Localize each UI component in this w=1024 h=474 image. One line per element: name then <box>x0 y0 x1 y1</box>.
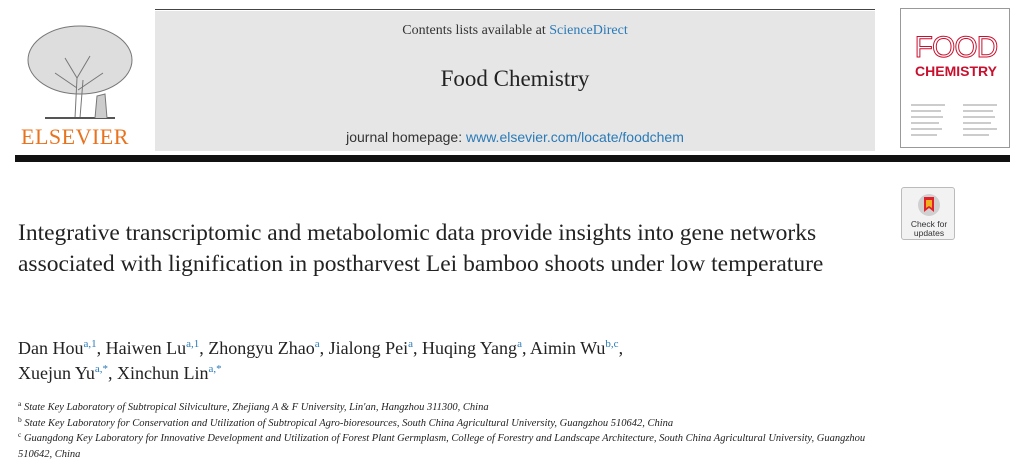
journal-title: Food Chemistry <box>440 66 590 91</box>
author-name: Aimin Wu <box>529 338 606 358</box>
affiliation-label: b <box>18 414 22 424</box>
affiliation: c Guangdong Key Laboratory for Innovativ… <box>18 431 868 462</box>
cover-subtitle: CHEMISTRY <box>915 63 997 79</box>
author-separator: , <box>199 338 204 358</box>
author-affiliation-marks[interactable]: a,* <box>208 363 222 375</box>
affiliation: a State Key Laboratory of Subtropical Si… <box>18 400 868 416</box>
author: Jialong Peia, <box>329 338 418 358</box>
journal-banner: Contents lists available at ScienceDirec… <box>155 11 875 151</box>
author-affiliation-marks[interactable]: a <box>517 338 522 350</box>
author-affiliation-marks[interactable]: b,c <box>605 338 619 350</box>
publisher-name: ELSEVIER <box>21 124 129 149</box>
author: Xinchun Lina,* <box>117 363 222 383</box>
header-rule <box>15 155 1010 162</box>
contents-line: Contents lists available at ScienceDirec… <box>155 23 875 39</box>
author-separator: , <box>618 338 624 358</box>
homepage-line: journal homepage: www.elsevier.com/locat… <box>155 129 875 145</box>
affiliation-text: State Key Laboratory of Subtropical Silv… <box>23 402 489 413</box>
top-rule <box>155 9 875 10</box>
homepage-link[interactable]: www.elsevier.com/locate/foodchem <box>466 129 684 145</box>
author-name: Jialong Pei <box>328 338 409 358</box>
author: Aimin Wub,c, <box>530 338 623 358</box>
cover-title: FOOD <box>914 31 999 65</box>
author: Haiwen Lua,1, <box>106 338 204 358</box>
author-name: Haiwen Lu <box>105 338 187 358</box>
contents-prefix: Contents lists available at <box>402 23 546 38</box>
affiliation-text: State Key Laboratory for Conservation an… <box>24 417 674 429</box>
author-list: Dan Houa,1, Haiwen Lua,1, Zhongyu Zhaoa,… <box>18 336 878 386</box>
badge-text: Check for updates <box>902 220 956 238</box>
author-name: Huqing Yang <box>422 338 518 358</box>
author: Huqing Yanga, <box>422 338 526 358</box>
author: Zhongyu Zhaoa, <box>208 338 324 358</box>
author-name: Xinchun Lin <box>116 363 209 383</box>
author-affiliation-marks[interactable]: a,1 <box>186 338 200 350</box>
article-title: Integrative transcriptomic and metabolom… <box>18 220 824 277</box>
check-updates-badge[interactable]: Check for updates <box>901 187 955 240</box>
affiliation-list: a State Key Laboratory of Subtropical Si… <box>18 400 868 462</box>
author-separator: , <box>107 363 113 383</box>
author-separator: , <box>521 338 527 358</box>
affiliation-label: a <box>18 399 22 408</box>
cover-lines <box>911 104 997 136</box>
author-name: Dan Hou <box>18 338 84 358</box>
author: Dan Houa,1, <box>18 338 101 358</box>
badge-line: updates <box>913 228 945 238</box>
homepage-prefix: journal homepage: <box>346 129 463 145</box>
journal-cover[interactable]: FOOD CHEMISTRY <box>900 8 1010 148</box>
badge-line: Check for <box>910 219 948 229</box>
author-name: Xuejun Yu <box>18 363 95 383</box>
sciencedirect-link[interactable]: ScienceDirect <box>549 23 628 38</box>
author-affiliation-marks[interactable]: a,1 <box>83 338 97 350</box>
author-separator: , <box>96 338 102 358</box>
author-affiliation-marks[interactable]: a <box>314 338 320 350</box>
affiliation-label: c <box>18 430 22 439</box>
author-separator: , <box>319 338 325 358</box>
author-separator: , <box>413 338 418 358</box>
affiliation-text: Guangdong Key Laboratory for Innovative … <box>18 433 866 460</box>
author-affiliation-marks[interactable]: a <box>408 338 414 350</box>
author-affiliation-marks[interactable]: a,* <box>94 363 108 375</box>
affiliation: b State Key Laboratory for Conservation … <box>18 414 868 432</box>
badge-icon <box>918 194 940 216</box>
author-name: Zhongyu Zhao <box>208 338 315 358</box>
publisher-logo <box>27 25 133 119</box>
author: Xuejun Yua,*, <box>18 363 112 383</box>
